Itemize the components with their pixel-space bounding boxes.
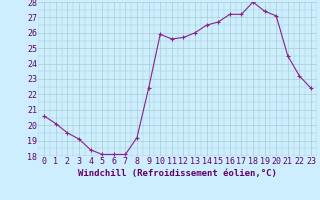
X-axis label: Windchill (Refroidissement éolien,°C): Windchill (Refroidissement éolien,°C) — [78, 169, 277, 178]
